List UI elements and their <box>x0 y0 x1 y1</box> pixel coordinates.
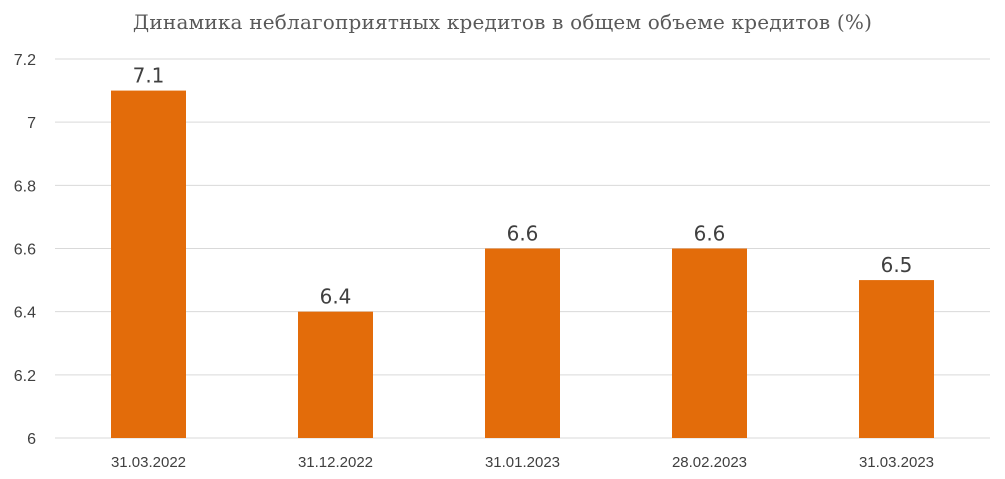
y-tick-label: 6.2 <box>14 368 36 385</box>
chart-title: Динамика неблагоприятных кредитов в обще… <box>132 10 873 34</box>
bar <box>298 311 373 438</box>
y-tick-label: 6.6 <box>14 242 36 259</box>
bar <box>672 248 747 438</box>
y-axis-tick-labels: 6 6.2 6.4 6.6 6.8 7 7.2 <box>14 52 36 448</box>
category-label: 28.02.2023 <box>672 454 747 471</box>
bar <box>859 280 934 438</box>
y-tick-label: 6.4 <box>14 305 36 322</box>
category-label: 31.01.2023 <box>485 454 560 471</box>
data-label: 6.6 <box>507 222 539 246</box>
y-tick-label: 6.8 <box>14 178 36 195</box>
y-tick-label: 6 <box>27 431 36 448</box>
data-label: 6.6 <box>694 222 726 246</box>
y-tick-label: 7 <box>27 115 36 132</box>
data-label: 6.4 <box>320 285 352 309</box>
data-labels: 7.1 6.4 6.6 6.6 6.5 <box>133 64 913 309</box>
category-label: 31.03.2022 <box>111 454 186 471</box>
data-label: 6.5 <box>881 253 913 277</box>
category-label: 31.12.2022 <box>298 454 373 471</box>
x-axis-category-labels: 31.03.2022 31.12.2022 31.01.2023 28.02.2023… <box>111 454 934 471</box>
data-label: 7.1 <box>133 64 165 88</box>
bars <box>111 90 934 438</box>
bar <box>111 90 186 438</box>
category-label: 31.03.2023 <box>859 454 934 471</box>
bar <box>485 248 560 438</box>
y-tick-label: 7.2 <box>14 52 36 69</box>
